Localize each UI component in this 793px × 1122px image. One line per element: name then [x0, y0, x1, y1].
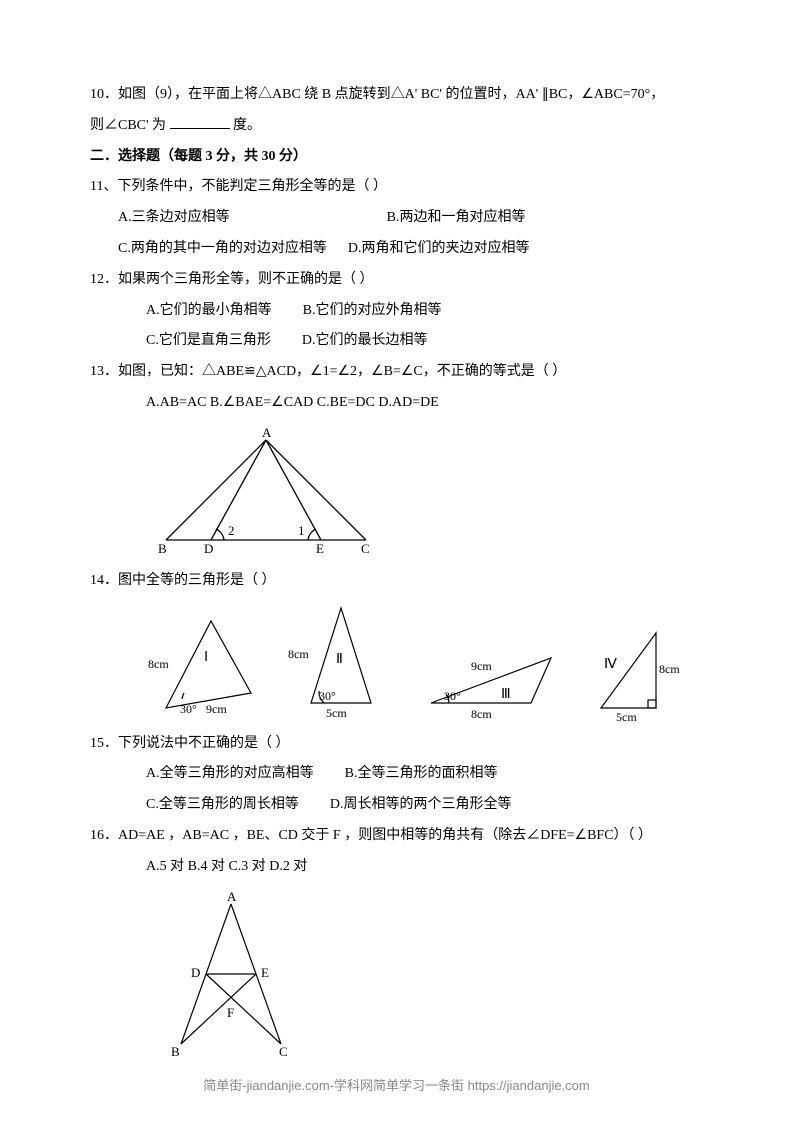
q10-text-b: 则∠CBC' 为	[90, 118, 166, 133]
q14-fig2: 8cm Ⅱ 30° 5cm	[286, 603, 396, 723]
q16-label-A: A	[227, 889, 237, 904]
q16-figure: A D E F B C	[146, 889, 703, 1064]
q14-f3-s2: 8cm	[471, 707, 492, 721]
q11-optA: A.三条边对应相等	[118, 210, 230, 225]
q15-optB: B.全等三角形的面积相等	[345, 766, 498, 781]
q12-optD: D.它们的最长边相等	[302, 333, 428, 348]
q13-label-C: C	[361, 541, 370, 555]
q14-f4-s2: 5cm	[616, 710, 637, 723]
q13-label-A: A	[262, 425, 272, 440]
q16-stem: 16．AD=AE ，AB=AC ，BE、CD 交于 F ，则图中相等的角共有（除…	[90, 821, 703, 852]
q16-label-C: C	[279, 1044, 288, 1059]
q15-optD: D.周长相等的两个三角形全等	[330, 797, 512, 812]
q14-f4-s1: 8cm	[659, 662, 680, 676]
q16-opts: A.5 对 B.4 对 C.3 对 D.2 对	[90, 852, 703, 883]
q12-row2: C.它们是直角三角形 D.它们的最长边相等	[90, 326, 703, 357]
q14-f2-s2: 5cm	[326, 706, 347, 720]
q11-row1: A.三条边对应相等 B.两边和一角对应相等	[90, 203, 703, 234]
q14-f1-s2: 9cm	[206, 702, 227, 716]
q14-f1-s1: 8cm	[148, 657, 169, 671]
q11-optC: C.两角的其中一角的对边对应相等	[118, 241, 327, 256]
q14-f3-roman: Ⅲ	[501, 687, 511, 702]
q13-stem: 13．如图，已知：△ABE≌△ACD，∠1=∠2，∠B=∠C，不正确的等式是（ …	[90, 357, 703, 388]
section2-heading: 二．选择题（每题 3 分，共 30 分）	[90, 142, 703, 173]
q13-figure: A B D E C 2 1	[146, 425, 703, 560]
q14-fig3: 9cm Ⅲ 30° 8cm	[416, 638, 566, 723]
q13-label-E: E	[316, 541, 324, 555]
q12-optB: B.它们的对应外角相等	[303, 303, 442, 318]
q14-stem: 14．图中全等的三角形是（ ）	[90, 566, 703, 597]
q14-fig4: Ⅳ 8cm 5cm	[586, 623, 681, 723]
q16-label-B: B	[171, 1044, 180, 1059]
q14-f3-s1: 9cm	[471, 659, 492, 673]
q11-stem: 11、下列条件中，不能判定三角形全等的是（ ）	[90, 172, 703, 203]
q16-label-D: D	[191, 965, 200, 980]
q10-blank	[170, 115, 230, 129]
q11-optD: D.两角和它们的夹边对应相等	[348, 241, 530, 256]
q16-label-F: F	[227, 1005, 234, 1020]
page-footer: 简单街-jiandanjie.com-学科网简单学习一条街 https://ji…	[0, 1075, 793, 1094]
q11-row2: C.两角的其中一角的对边对应相等 D.两角和它们的夹边对应相等	[90, 234, 703, 265]
q14-fig1: 8cm Ⅰ 30° 9cm	[146, 613, 266, 723]
q10-line2: 则∠CBC' 为 度。	[90, 111, 703, 142]
q14-figures: 8cm Ⅰ 30° 9cm 8cm Ⅱ 30° 5cm 9cm Ⅲ 30° 8c…	[146, 603, 703, 723]
q15-optC: C.全等三角形的周长相等	[146, 797, 299, 812]
q16-label-E: E	[261, 965, 269, 980]
q10-line1: 10．如图（9），在平面上将△ABC 绕 B 点旋转到△A' BC' 的位置时，…	[90, 80, 703, 111]
q12-stem: 12．如果两个三角形全等，则不正确的是（ ）	[90, 265, 703, 296]
q15-row1: A.全等三角形的对应高相等 B.全等三角形的面积相等	[90, 759, 703, 790]
q14-f2-roman: Ⅱ	[336, 652, 343, 667]
q14-f4-roman: Ⅳ	[604, 657, 617, 672]
q14-f1-roman: Ⅰ	[204, 650, 208, 665]
q13-label-ang1: 1	[298, 523, 305, 538]
q13-label-ang2: 2	[228, 523, 235, 538]
q15-stem: 15．下列说法中不正确的是（ ）	[90, 729, 703, 760]
q12-row1: A.它们的最小角相等 B.它们的对应外角相等	[90, 296, 703, 327]
q15-row2: C.全等三角形的周长相等 D.周长相等的两个三角形全等	[90, 790, 703, 821]
q12-optC: C.它们是直角三角形	[146, 333, 271, 348]
q14-f2-ang: 30°	[319, 689, 336, 703]
q13-label-D: D	[204, 541, 213, 555]
q15-optA: A.全等三角形的对应高相等	[146, 766, 314, 781]
q12-optA: A.它们的最小角相等	[146, 303, 272, 318]
q10-suffix: 度。	[233, 118, 261, 133]
q13-label-B: B	[158, 541, 167, 555]
q13-opts: A.AB=AC B.∠BAE=∠CAD C.BE=DC D.AD=DE	[90, 388, 703, 419]
q11-optB: B.两边和一角对应相等	[387, 210, 526, 225]
q14-f2-s1: 8cm	[288, 647, 309, 661]
q14-f1-ang: 30°	[180, 702, 197, 716]
q14-f3-ang: 30°	[444, 689, 461, 703]
